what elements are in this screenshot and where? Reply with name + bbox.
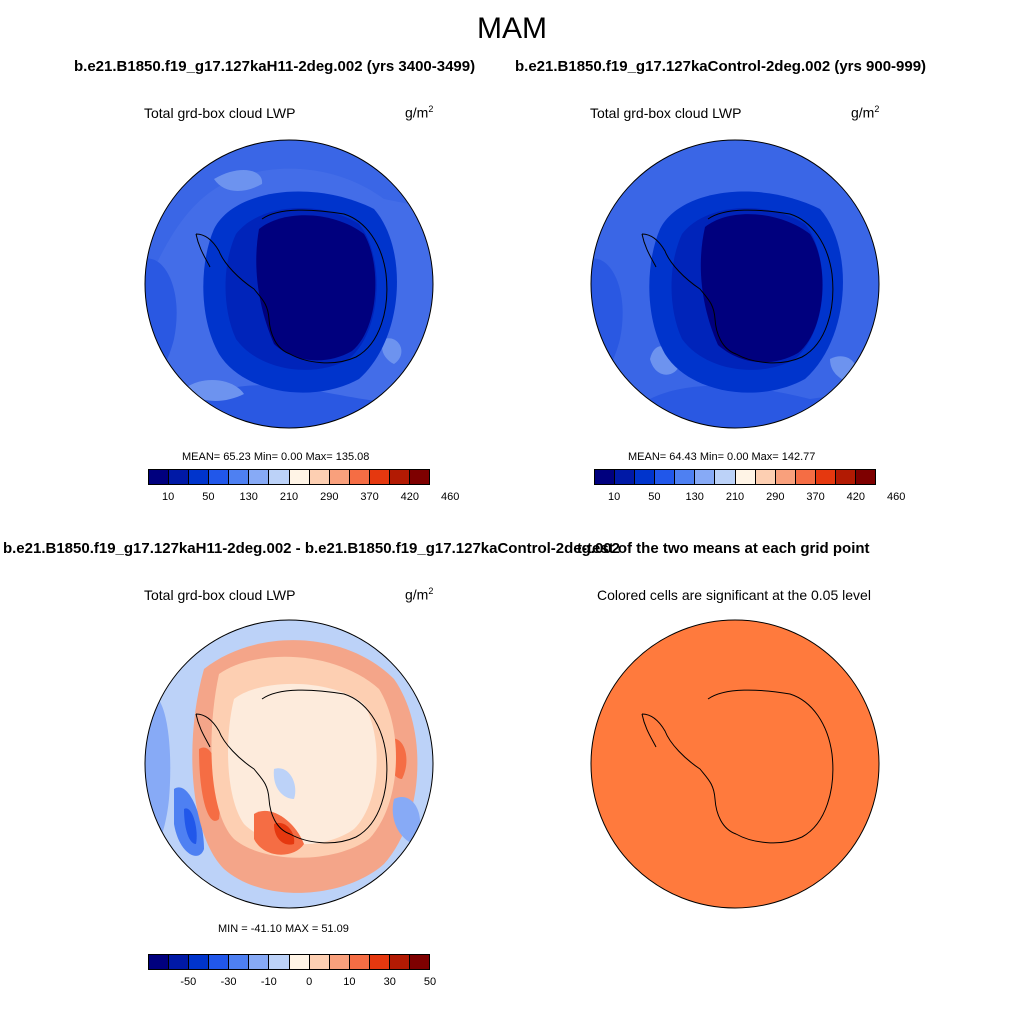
colorbar-swatch bbox=[209, 955, 230, 969]
colorbar-swatch bbox=[329, 470, 350, 484]
colorbar-swatch bbox=[189, 470, 210, 484]
colorbar-swatch bbox=[149, 955, 170, 969]
colorbar-swatch bbox=[410, 955, 430, 969]
colorbar-swatch bbox=[655, 470, 676, 484]
colorbar-h11 bbox=[148, 469, 430, 485]
colorbar-tick-label: 50 bbox=[648, 491, 661, 503]
antarctica-diff bbox=[228, 683, 377, 845]
colorbar-swatch bbox=[289, 470, 310, 484]
colorbar-swatch bbox=[635, 470, 656, 484]
colorbar-swatch bbox=[189, 955, 210, 969]
colorbar-tick-label: 30 bbox=[383, 976, 396, 988]
colorbar-tick-label: 50 bbox=[423, 976, 437, 988]
colorbar-tick-label: 370 bbox=[806, 491, 825, 503]
colorbar-swatch bbox=[249, 470, 270, 484]
significance-fill bbox=[591, 620, 879, 908]
colorbar-swatch bbox=[856, 470, 876, 484]
map-border bbox=[590, 139, 880, 429]
colorbar-tick-label: -50 bbox=[180, 976, 197, 988]
map-ttest bbox=[590, 619, 880, 909]
colorbar-tick-label: -10 bbox=[260, 976, 277, 988]
colorbar-swatch bbox=[595, 470, 616, 484]
colorbar-tick-label: 290 bbox=[320, 491, 339, 503]
colorbar-tick-label: 290 bbox=[766, 491, 785, 503]
panel-ttest-subtitle: Colored cells are significant at the 0.0… bbox=[597, 587, 871, 603]
map-diff-lwp bbox=[144, 619, 434, 909]
colorbar-swatch bbox=[369, 470, 390, 484]
panel-control-variable: Total grd-box cloud LWP bbox=[590, 105, 742, 121]
colorbar-tick-label: 130 bbox=[685, 491, 704, 503]
colorbar-swatch bbox=[369, 955, 390, 969]
colorbar-tick-label: 420 bbox=[846, 491, 866, 503]
coastline bbox=[641, 689, 834, 844]
colorbar-tick-label: 210 bbox=[279, 491, 299, 503]
coastline bbox=[641, 209, 834, 364]
panel-diff-header: b.e21.B1850.f19_g17.127kaH11-2deg.002 - … bbox=[2, 540, 620, 557]
panel-diff-stats: MIN = -41.10 MAX = 51.09 bbox=[218, 923, 349, 935]
map-h11-lwp bbox=[144, 139, 434, 429]
panel-control-header: b.e21.B1850.f19_g17.127kaControl-2deg.00… bbox=[515, 58, 927, 75]
colorbar-tick-label: 460 bbox=[440, 491, 460, 503]
colorbar-tick-label: 0 bbox=[306, 976, 313, 988]
colorbar-tick-label: 420 bbox=[400, 491, 420, 503]
colorbar-swatch bbox=[695, 470, 716, 484]
colorbar-diff bbox=[148, 954, 430, 970]
colorbar-swatch bbox=[675, 470, 696, 484]
colorbar-tick-label: 10 bbox=[343, 976, 356, 988]
colorbar-tick-label: 460 bbox=[886, 491, 906, 503]
panel-h11-variable: Total grd-box cloud LWP bbox=[144, 105, 296, 121]
colorbar-swatch bbox=[410, 470, 430, 484]
colorbar-tick-label: -30 bbox=[220, 976, 237, 988]
panel-diff-variable: Total grd-box cloud LWP bbox=[144, 587, 296, 603]
map-control-lwp bbox=[590, 139, 880, 429]
colorbar-swatch bbox=[755, 470, 776, 484]
coastline bbox=[195, 689, 388, 844]
colorbar-swatch bbox=[775, 470, 796, 484]
colorbar-swatch bbox=[715, 470, 736, 484]
colorbar-swatch bbox=[209, 470, 230, 484]
colorbar-tick-label: 50 bbox=[202, 491, 215, 503]
map-border bbox=[144, 619, 434, 909]
figure-title: MAM bbox=[477, 12, 547, 45]
antarctica-dark bbox=[700, 214, 823, 363]
panel-h11-header: b.e21.B1850.f19_g17.127kaH11-2deg.002 (y… bbox=[74, 58, 476, 75]
colorbar-control bbox=[594, 469, 876, 485]
colorbar-swatch bbox=[269, 955, 290, 969]
colorbar-tick-label: 370 bbox=[360, 491, 379, 503]
antarctica-dark bbox=[256, 215, 376, 361]
colorbar-swatch bbox=[735, 470, 756, 484]
colorbar-swatch bbox=[229, 470, 250, 484]
colorbar-swatch bbox=[329, 955, 350, 969]
colorbar-swatch bbox=[169, 470, 190, 484]
colorbar-tick-label: 130 bbox=[239, 491, 258, 503]
colorbar-swatch bbox=[389, 955, 411, 969]
colorbar-swatch bbox=[389, 470, 411, 484]
colorbar-swatch bbox=[815, 470, 836, 484]
colorbar-swatch bbox=[289, 955, 310, 969]
colorbar-tick-label: 10 bbox=[608, 491, 621, 503]
map-border bbox=[144, 139, 434, 429]
panel-control-units: g/m2 bbox=[851, 104, 880, 121]
colorbar-swatch bbox=[269, 470, 290, 484]
panel-diff-units: g/m2 bbox=[405, 586, 434, 603]
colorbar-swatch bbox=[835, 470, 857, 484]
colorbar-tick-label: 10 bbox=[162, 491, 175, 503]
coastline bbox=[195, 209, 388, 364]
colorbar-tick-label: 210 bbox=[725, 491, 745, 503]
panel-control-stats: MEAN= 64.43 Min= 0.00 Max= 142.77 bbox=[628, 451, 816, 463]
panel-h11-units: g/m2 bbox=[405, 104, 434, 121]
colorbar-swatch bbox=[229, 955, 250, 969]
colorbar-swatch bbox=[309, 470, 330, 484]
colorbar-swatch bbox=[249, 955, 270, 969]
colorbar-swatch bbox=[795, 470, 816, 484]
panel-ttest-header: t-test of the two means at each grid poi… bbox=[577, 540, 870, 557]
panel-h11-stats: MEAN= 65.23 Min= 0.00 Max= 135.08 bbox=[182, 451, 370, 463]
colorbar-swatch bbox=[349, 470, 370, 484]
colorbar-swatch bbox=[615, 470, 636, 484]
colorbar-swatch bbox=[349, 955, 370, 969]
colorbar-swatch bbox=[149, 470, 170, 484]
colorbar-swatch bbox=[309, 955, 330, 969]
colorbar-swatch bbox=[169, 955, 190, 969]
map-border bbox=[590, 619, 880, 909]
